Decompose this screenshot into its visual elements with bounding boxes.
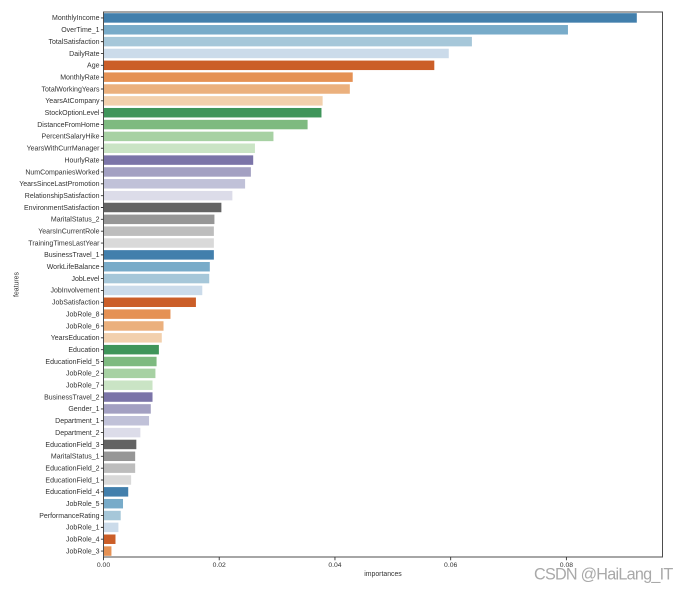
- svg-text:0.04: 0.04: [328, 562, 341, 569]
- svg-text:EducationField_5: EducationField_5: [45, 359, 99, 366]
- svg-text:EducationField_3: EducationField_3: [45, 442, 99, 449]
- svg-text:MonthlyRate: MonthlyRate: [60, 74, 99, 81]
- svg-text:WorkLifeBalance: WorkLifeBalance: [47, 264, 100, 271]
- svg-text:Department_1: Department_1: [55, 418, 99, 425]
- svg-text:HourlyRate: HourlyRate: [64, 157, 99, 164]
- svg-text:JobRole_6: JobRole_6: [66, 323, 100, 330]
- svg-text:PercentSalaryHike: PercentSalaryHike: [42, 134, 100, 141]
- svg-text:EducationField_1: EducationField_1: [45, 477, 99, 484]
- svg-text:JobSatisfaction: JobSatisfaction: [52, 300, 100, 307]
- svg-text:StockOptionLevel: StockOptionLevel: [45, 110, 100, 117]
- svg-text:TotalWorkingYears: TotalWorkingYears: [42, 86, 100, 93]
- svg-text:YearsAtCompany: YearsAtCompany: [45, 98, 100, 105]
- svg-text:Department_2: Department_2: [55, 430, 99, 437]
- svg-text:importances: importances: [364, 571, 402, 578]
- svg-text:JobRole_4: JobRole_4: [66, 537, 100, 544]
- svg-text:EnvironmentSatisfaction: EnvironmentSatisfaction: [24, 205, 100, 212]
- svg-text:YearsSinceLastPromotion: YearsSinceLastPromotion: [19, 181, 99, 188]
- svg-text:0.06: 0.06: [444, 562, 457, 569]
- svg-text:JobRole_2: JobRole_2: [66, 371, 100, 378]
- svg-text:YearsInCurrentRole: YearsInCurrentRole: [38, 228, 99, 235]
- svg-text:MaritalStatus_1: MaritalStatus_1: [51, 454, 100, 461]
- svg-text:0.08: 0.08: [560, 562, 573, 569]
- svg-text:EducationField_2: EducationField_2: [45, 465, 99, 472]
- svg-text:Gender_1: Gender_1: [68, 406, 99, 413]
- svg-text:TrainingTimesLastYear: TrainingTimesLastYear: [28, 240, 100, 247]
- svg-text:DailyRate: DailyRate: [69, 51, 99, 58]
- svg-text:JobRole_7: JobRole_7: [66, 383, 100, 390]
- svg-text:YearsEducation: YearsEducation: [51, 335, 100, 342]
- svg-text:PerformanceRating: PerformanceRating: [39, 513, 99, 520]
- svg-text:RelationshipSatisfaction: RelationshipSatisfaction: [25, 193, 100, 200]
- svg-text:Education: Education: [68, 347, 99, 354]
- svg-text:TotalSatisfaction: TotalSatisfaction: [49, 39, 100, 46]
- svg-text:JobRole_5: JobRole_5: [66, 501, 100, 508]
- svg-text:BusinessTravel_1: BusinessTravel_1: [44, 252, 99, 259]
- svg-text:YearsWithCurrManager: YearsWithCurrManager: [27, 146, 101, 153]
- svg-text:JobLevel: JobLevel: [71, 276, 99, 283]
- svg-text:NumCompaniesWorked: NumCompaniesWorked: [25, 169, 99, 176]
- svg-text:JobInvolvement: JobInvolvement: [50, 288, 99, 295]
- svg-text:OverTime_1: OverTime_1: [61, 27, 99, 34]
- svg-text:EducationField_4: EducationField_4: [45, 489, 99, 496]
- svg-text:0.02: 0.02: [213, 562, 226, 569]
- svg-text:Age: Age: [87, 63, 100, 70]
- svg-text:DistanceFromHome: DistanceFromHome: [37, 122, 99, 129]
- svg-text:JobRole_8: JobRole_8: [66, 311, 100, 318]
- svg-text:BusinessTravel_2: BusinessTravel_2: [44, 394, 99, 401]
- svg-text:CSDN @HaiLang_IT: CSDN @HaiLang_IT: [534, 566, 673, 584]
- svg-text:MaritalStatus_2: MaritalStatus_2: [51, 217, 100, 224]
- svg-text:0.00: 0.00: [97, 562, 110, 569]
- svg-text:MonthlyIncome: MonthlyIncome: [52, 15, 100, 22]
- svg-text:JobRole_3: JobRole_3: [66, 548, 100, 555]
- svg-text:JobRole_1: JobRole_1: [66, 525, 100, 532]
- svg-text:features: features: [14, 272, 21, 297]
